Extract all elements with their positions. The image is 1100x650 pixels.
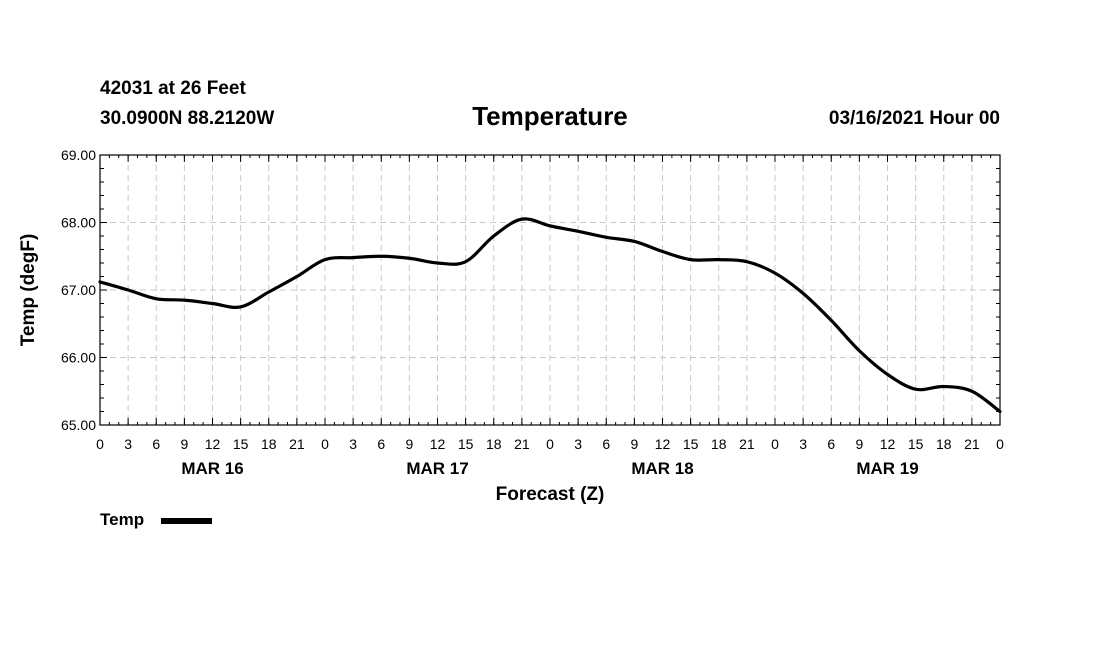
x-tick-label: 12	[430, 436, 446, 452]
y-tick-label: 65.00	[61, 417, 96, 433]
chart-title: Temperature	[472, 101, 628, 131]
x-tick-label: 3	[349, 436, 357, 452]
y-tick-label: 69.00	[61, 147, 96, 163]
series-line-temp	[98, 217, 1002, 414]
x-tick-label: 18	[936, 436, 952, 452]
x-tick-label: 15	[908, 436, 924, 452]
grid-lines	[100, 155, 1000, 425]
x-tick-label: 9	[855, 436, 863, 452]
x-tick-label: 6	[827, 436, 835, 452]
y-tick-label: 66.00	[61, 350, 96, 366]
x-tick-label: 12	[880, 436, 896, 452]
date-labels: MAR 16 MAR 17 MAR 18 MAR 19	[181, 459, 918, 478]
y-axis-ticks: 65.00 66.00 67.00 68.00 69.00	[61, 147, 1000, 433]
x-tick-label: 21	[289, 436, 305, 452]
series-group	[98, 217, 1002, 414]
x-tick-label: 18	[261, 436, 277, 452]
run-time-label: 03/16/2021 Hour 00	[829, 108, 1000, 129]
x-tick-label: 21	[739, 436, 755, 452]
x-tick-label: 15	[683, 436, 699, 452]
location-label: 30.0900N 88.2120W	[100, 108, 274, 129]
x-tick-label: 18	[486, 436, 502, 452]
x-tick-label: 12	[655, 436, 671, 452]
station-label: 42031 at 26 Feet	[100, 78, 246, 99]
x-tick-label: 3	[124, 436, 132, 452]
x-tick-label: 0	[771, 436, 779, 452]
x-tick-label: 0	[996, 436, 1004, 452]
x-tick-label: 21	[964, 436, 980, 452]
x-tick-label: 6	[152, 436, 160, 452]
x-tick-label: 15	[233, 436, 249, 452]
legend-label: Temp	[100, 510, 144, 529]
x-tick-label: 9	[180, 436, 188, 452]
x-tick-label: 9	[405, 436, 413, 452]
y-tick-label: 68.00	[61, 215, 96, 231]
date-label: MAR 19	[856, 459, 918, 478]
x-tick-label: 12	[205, 436, 221, 452]
x-tick-label: 3	[574, 436, 582, 452]
x-tick-label: 18	[711, 436, 727, 452]
plot-frame	[99, 154, 1001, 426]
x-axis-label: Forecast (Z)	[496, 484, 605, 505]
y-axis-label: Temp (degF)	[18, 234, 39, 347]
date-label: MAR 16	[181, 459, 243, 478]
x-tick-label: 0	[321, 436, 329, 452]
date-label: MAR 18	[631, 459, 693, 478]
x-tick-label: 3	[799, 436, 807, 452]
x-tick-label: 15	[458, 436, 474, 452]
x-tick-label: 21	[514, 436, 530, 452]
y-tick-label: 67.00	[61, 282, 96, 298]
x-tick-label: 0	[546, 436, 554, 452]
x-tick-label: 0	[96, 436, 104, 452]
x-tick-label: 9	[630, 436, 638, 452]
date-label: MAR 17	[406, 459, 468, 478]
x-tick-label: 6	[602, 436, 610, 452]
x-tick-label: 6	[377, 436, 385, 452]
